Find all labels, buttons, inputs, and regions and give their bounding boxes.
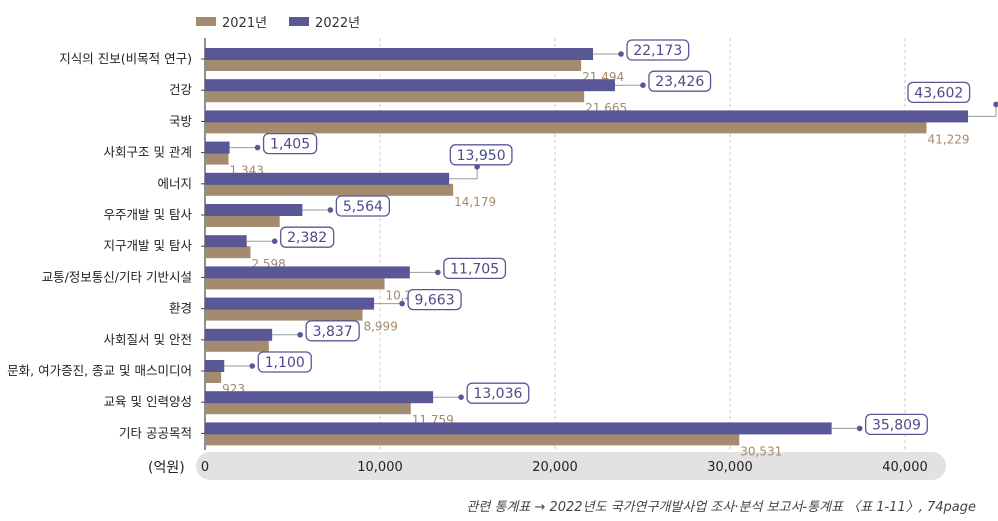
x-axis-unit: (억원) [148,460,185,476]
bar-2022 [205,172,450,185]
category-label: 기타 공공목적 [119,425,192,440]
legend: 2021년 2022년 [196,12,360,31]
callout-dot [435,269,441,276]
value-label-2021: 14,179 [454,195,496,209]
callout-dot [856,425,863,432]
callout-dot [271,238,278,244]
bar-2022 [205,204,303,216]
bar-2022 [205,79,615,92]
bar-2022 [205,266,410,279]
value-label-2022: 35,809 [872,417,921,433]
callout-box [449,144,513,166]
legend-swatch-2021 [196,17,216,26]
x-tick-label-1: 10,000 [357,460,403,475]
callout-box [257,351,312,373]
value-label-2021: 41,229 [928,132,970,146]
x-tick-label-2: 20,000 [532,460,578,475]
category-label: 국방 [169,113,193,128]
value-label-2022: 1,100 [265,355,305,371]
callout-dot [327,207,334,213]
value-label-2022: 5,564 [343,199,383,215]
bar-2022 [205,360,225,372]
callout-box [907,81,971,104]
callout-dot [399,300,405,307]
source-note: 관련 통계표 → 2022년도 국가연구개발사업 조사·분석 보고서-통계표 〈… [466,500,976,515]
category-label: 에너지 [157,176,192,191]
value-label-2021: 30,531 [740,444,782,458]
callout-dot [618,51,624,57]
category-label: 환경 [169,301,192,316]
legend-item-2021: 2021년 [196,12,267,31]
x-tick-label-3: 30,000 [707,460,753,475]
callout-box [407,288,462,311]
bar-2022 [205,297,375,310]
bar-2021 [205,277,385,290]
callout-dot [993,101,998,108]
callout-box [865,413,928,436]
legend-label-2022: 2022년 [315,16,361,31]
value-label-2022: 13,950 [457,148,506,164]
legend-swatch-2022 [289,17,310,26]
bar-2021 [205,215,280,227]
legend-label-2021: 2021년 [222,16,268,31]
value-label-2021: 8,999 [363,320,397,334]
category-label: 지식의 진보(비목적 연구) [59,51,192,66]
x-axis-band [196,452,946,480]
callout-dot [254,144,261,151]
bar-2021 [205,371,222,383]
bar-2022 [205,48,594,60]
callout-dot [297,332,303,338]
value-label-2022: 23,426 [655,74,704,90]
callout-dot [458,394,464,401]
category-label: 문화, 여가증진, 종교 및 매스미디어 [7,363,192,378]
category-label: 지구개발 및 탐사 [104,238,193,253]
category-label: 교육 및 인력양성 [104,394,192,409]
callout-box [626,39,690,61]
value-label-2022: 43,602 [914,85,963,101]
callout-dot [640,82,646,88]
bar-2021 [205,339,269,352]
value-label-2022: 11,705 [450,261,499,277]
bar-2021 [205,433,740,446]
value-label-2022: 3,837 [313,324,353,340]
callout-box [648,70,712,92]
bar-2022 [205,110,969,123]
value-label-2022: 22,173 [633,43,682,59]
bar-2021 [205,183,454,196]
bar-2021 [205,90,585,103]
legend-item-2022: 2022년 [289,12,360,31]
callout-dot [249,363,256,369]
bar-2021 [205,59,582,71]
category-label: 사회질서 및 안전 [104,332,192,347]
value-label-2022: 13,036 [473,386,522,402]
bar-2022 [205,141,230,154]
callout-box [466,382,530,404]
x-tick-label-0: 0 [201,460,209,475]
x-tick-label-4: 40,000 [882,460,928,475]
category-label: 건강 [169,82,193,97]
bar-2021 [205,121,927,134]
value-label-2022: 2,382 [287,230,327,246]
callout-box [335,195,391,217]
category-label: 우주개발 및 탐사 [104,207,193,222]
bar-2022 [205,235,247,248]
callout-box [262,132,318,155]
bar-2021 [205,402,411,415]
bar-2021 [205,152,229,165]
bar-2022 [205,328,273,341]
callout-box [280,226,335,248]
value-label-2022: 1,405 [270,137,310,153]
bar-2022 [205,422,832,435]
category-label: 사회구조 및 관계 [104,145,192,160]
value-label-2022: 9,663 [415,293,455,309]
callout-box [305,320,360,342]
bar-2021 [205,246,251,259]
bar-2022 [205,391,434,404]
category-label: 교통/정보통신/기타 기반시설 [42,269,192,284]
callout-box [443,257,507,280]
bar-2021 [205,308,363,321]
